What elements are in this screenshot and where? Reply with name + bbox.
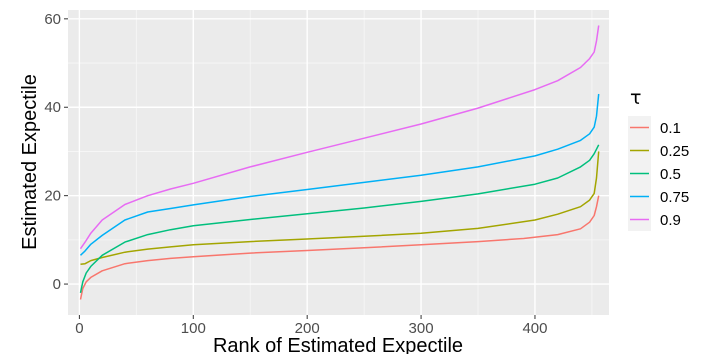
x-tick-label: 200 (295, 320, 320, 337)
x-tick-label: 0 (75, 320, 83, 337)
series-line-tau-0.1 (79, 195, 600, 300)
series-line-tau-0.75 (79, 93, 600, 256)
legend-title: τ (630, 87, 641, 109)
legend: τ 0.1 0.25 0.5 0.75 0.9 (628, 87, 689, 231)
legend-items: 0.1 0.25 0.5 0.75 0.9 (628, 116, 689, 231)
y-axis: 0 20 40 60 (44, 11, 68, 293)
series-lines (79, 25, 600, 300)
y-tick-label: 40 (44, 99, 61, 116)
x-axis: 0 100 200 300 400 (75, 315, 547, 337)
plot-panel (68, 10, 609, 315)
y-axis-title: Estimated Expectile (19, 74, 41, 250)
series-line-tau-0.9 (79, 25, 600, 250)
legend-label: 0.1 (660, 120, 681, 137)
y-tick-label: 20 (44, 188, 61, 205)
x-tick-label: 100 (181, 320, 206, 337)
legend-label: 0.9 (660, 212, 681, 229)
legend-label: 0.75 (660, 189, 689, 206)
series-line-tau-0.25 (80, 151, 600, 265)
legend-label: 0.25 (660, 143, 689, 160)
legend-label: 0.5 (660, 166, 681, 183)
major-gridlines (68, 10, 609, 315)
x-tick-label: 400 (522, 320, 547, 337)
x-tick-label: 300 (409, 320, 434, 337)
y-tick-label: 0 (53, 276, 61, 293)
minor-gridlines (68, 10, 609, 315)
y-tick-label: 60 (44, 11, 61, 28)
x-axis-title: Rank of Estimated Expectile (213, 335, 463, 354)
series-line-tau-0.5 (79, 144, 600, 294)
